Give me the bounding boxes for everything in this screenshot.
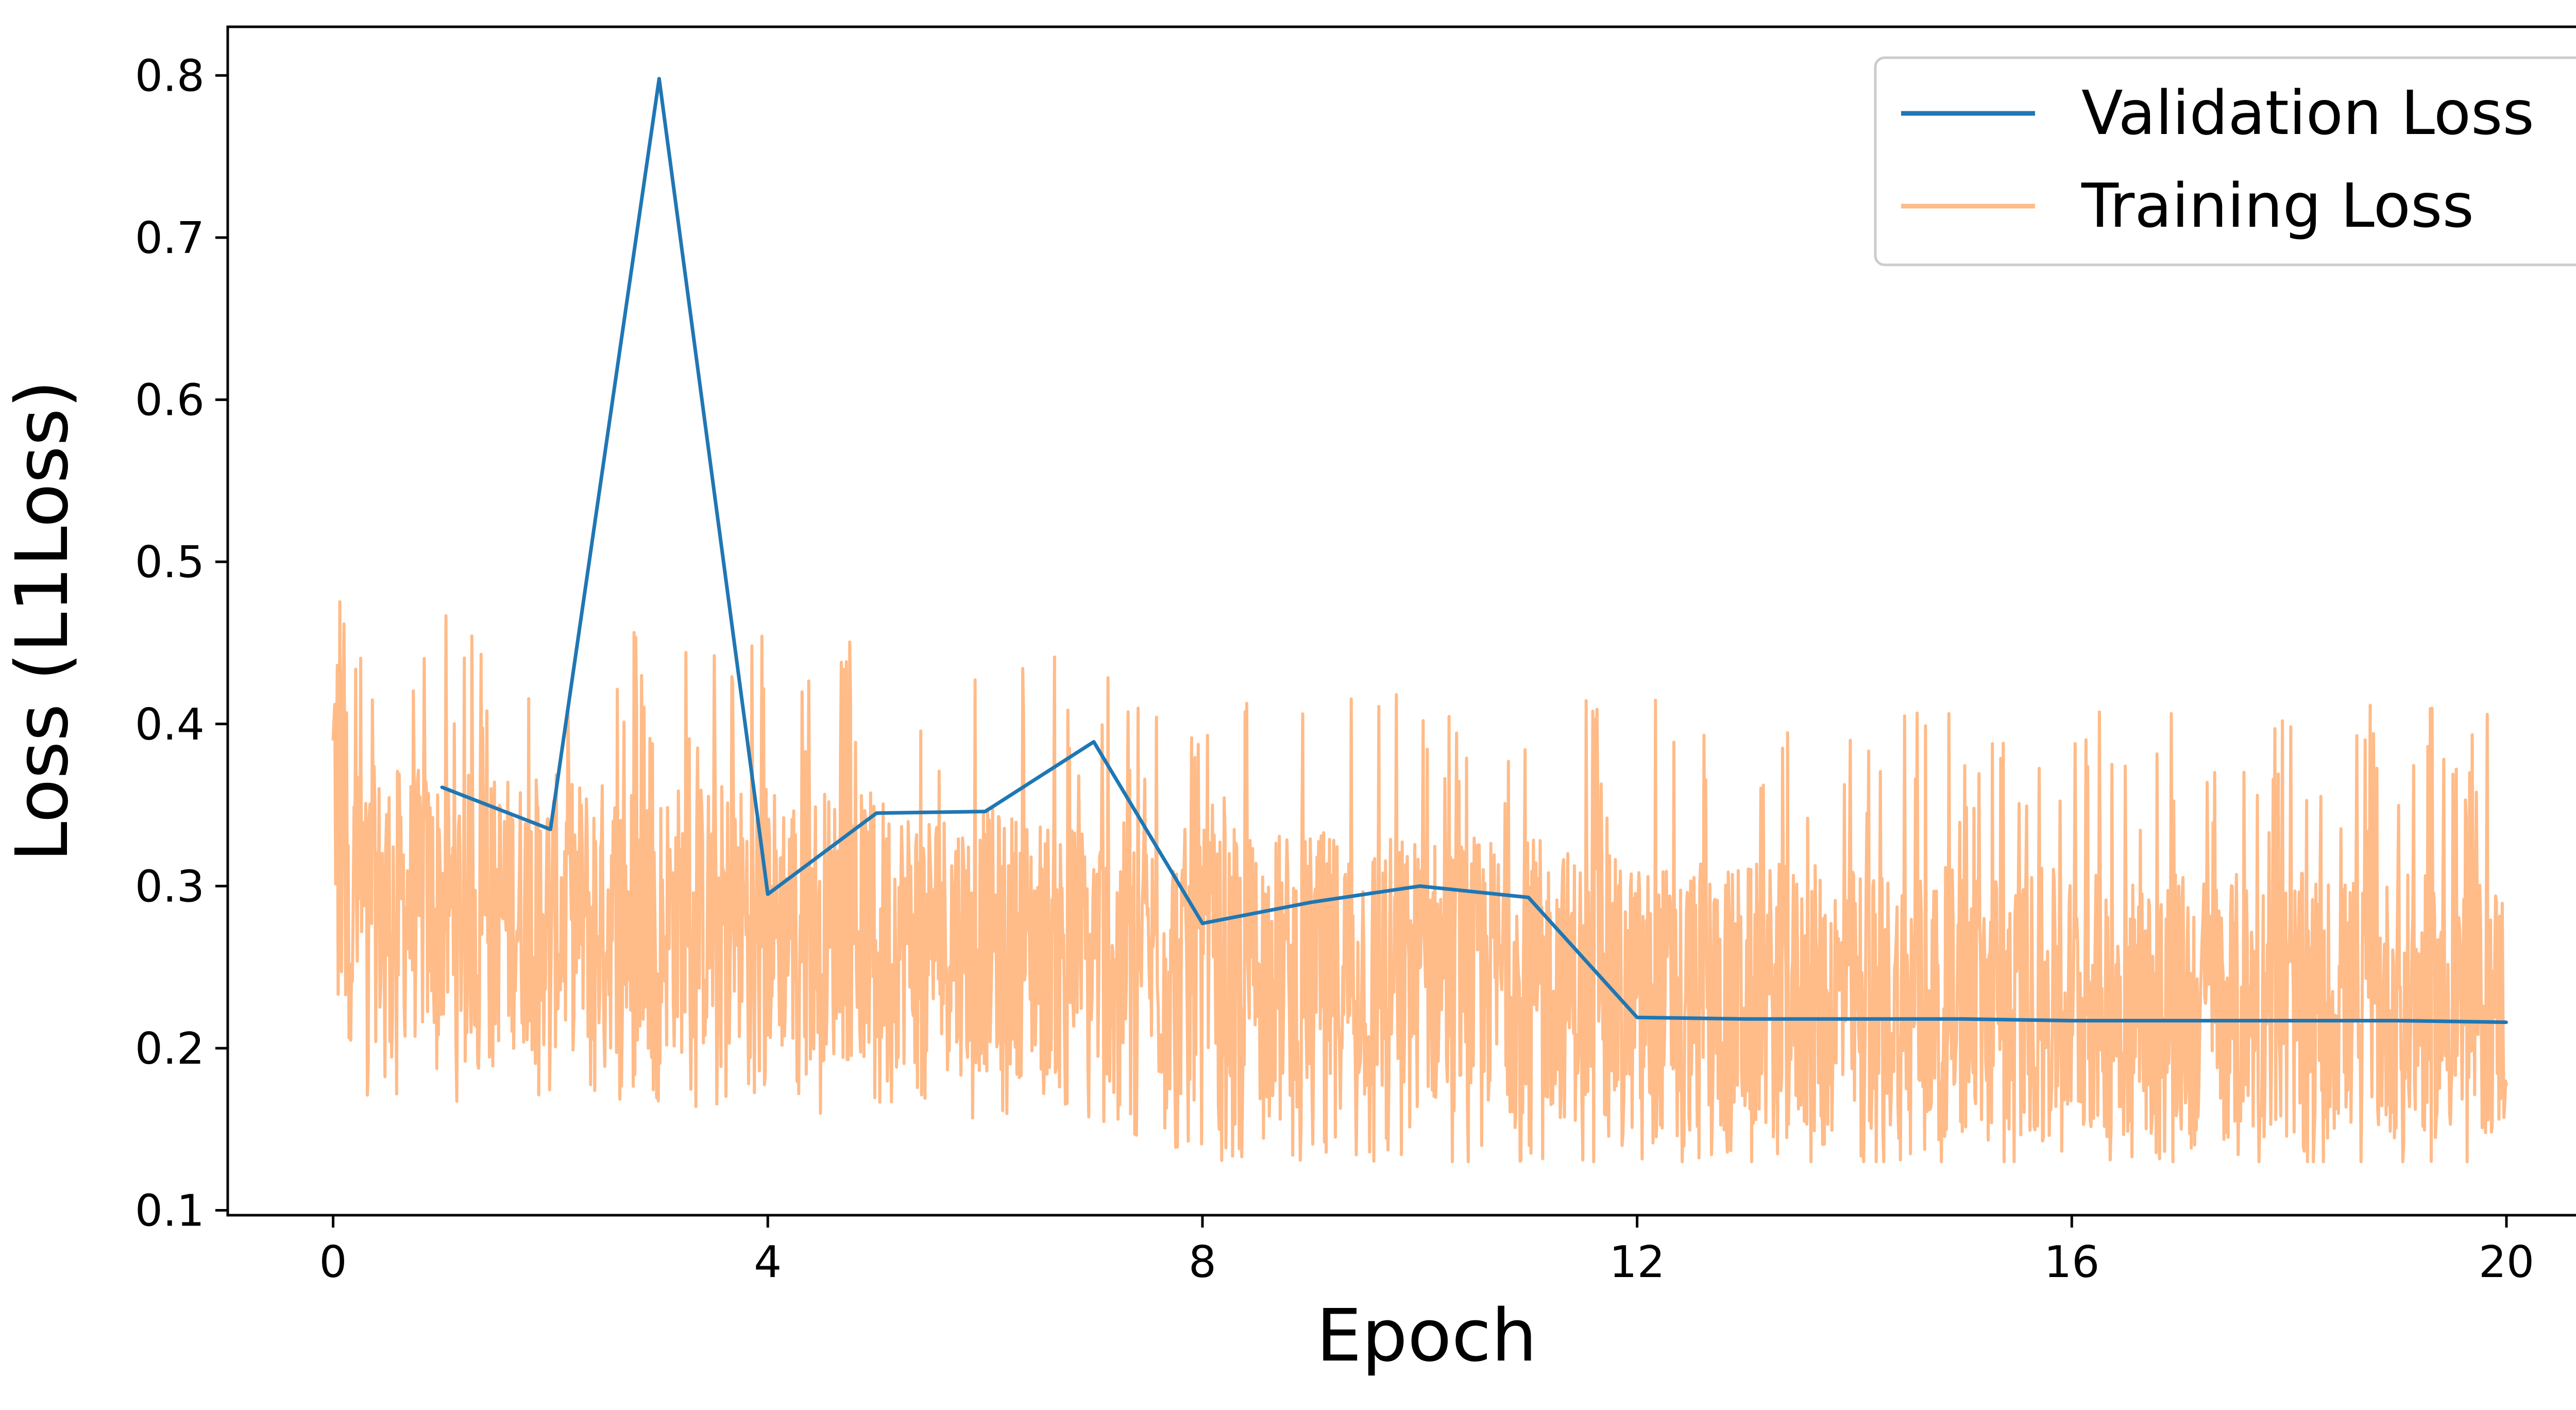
validation-point [2287, 1019, 2291, 1022]
validation-point [1961, 1017, 1965, 1021]
validation-point [1092, 740, 1096, 744]
validation-point [875, 811, 878, 815]
validation-point [1200, 921, 1204, 925]
x-axis: 0 4 8 12 16 20 [319, 1215, 2534, 1288]
validation-loss-line [441, 77, 2507, 1025]
legend-label-training: Training Loss [2081, 170, 2474, 241]
validation-point [1418, 884, 1421, 888]
y-axis: 0.1 0.2 0.3 0.4 0.5 0.6 0.7 0.8 [135, 51, 228, 1237]
validation-point [2179, 1019, 2182, 1022]
validation-point [657, 77, 661, 80]
y-tick-label: 0.5 [135, 537, 205, 588]
y-tick-label: 0.3 [135, 861, 205, 912]
x-axis-title: Epoch [1316, 1294, 1537, 1378]
training-loss-line [331, 600, 2508, 1164]
y-tick-label: 0.7 [135, 213, 205, 264]
y-tick-label: 0.2 [135, 1023, 205, 1075]
validation-point [2070, 1019, 2074, 1022]
x-tick-label: 4 [754, 1237, 782, 1288]
validation-point [1853, 1017, 1856, 1021]
legend-box [1874, 56, 2576, 266]
y-tick-label: 0.4 [135, 699, 205, 750]
validation-point [1635, 1016, 1639, 1019]
validation-point [2396, 1019, 2400, 1022]
validation-loss-layer [440, 77, 2508, 1025]
validation-point [984, 810, 987, 813]
plot-frame [226, 25, 2576, 1217]
x-tick-label: 20 [2479, 1237, 2534, 1288]
validation-point [766, 893, 770, 896]
y-axis-title: Loss (L1Loss) [1, 380, 84, 862]
legend-label-validation: Validation Loss [2081, 77, 2534, 148]
y-tick-label: 0.1 [135, 1186, 205, 1237]
validation-point [1309, 900, 1313, 904]
validation-point [1527, 896, 1530, 899]
validation-point [1744, 1017, 1748, 1021]
x-tick-label: 8 [1189, 1237, 1216, 1288]
validation-point [2504, 1020, 2508, 1024]
validation-point [440, 785, 444, 789]
y-tick-label: 0.6 [135, 375, 205, 426]
legend: Validation Loss Training Loss [1874, 56, 2576, 266]
y-tick-label: 0.8 [135, 51, 205, 102]
x-tick-label: 0 [319, 1237, 347, 1288]
x-tick-label: 12 [1609, 1237, 1665, 1288]
x-tick-label: 16 [2044, 1237, 2099, 1288]
training-loss-layer [331, 600, 2508, 1164]
validation-point [549, 828, 552, 831]
